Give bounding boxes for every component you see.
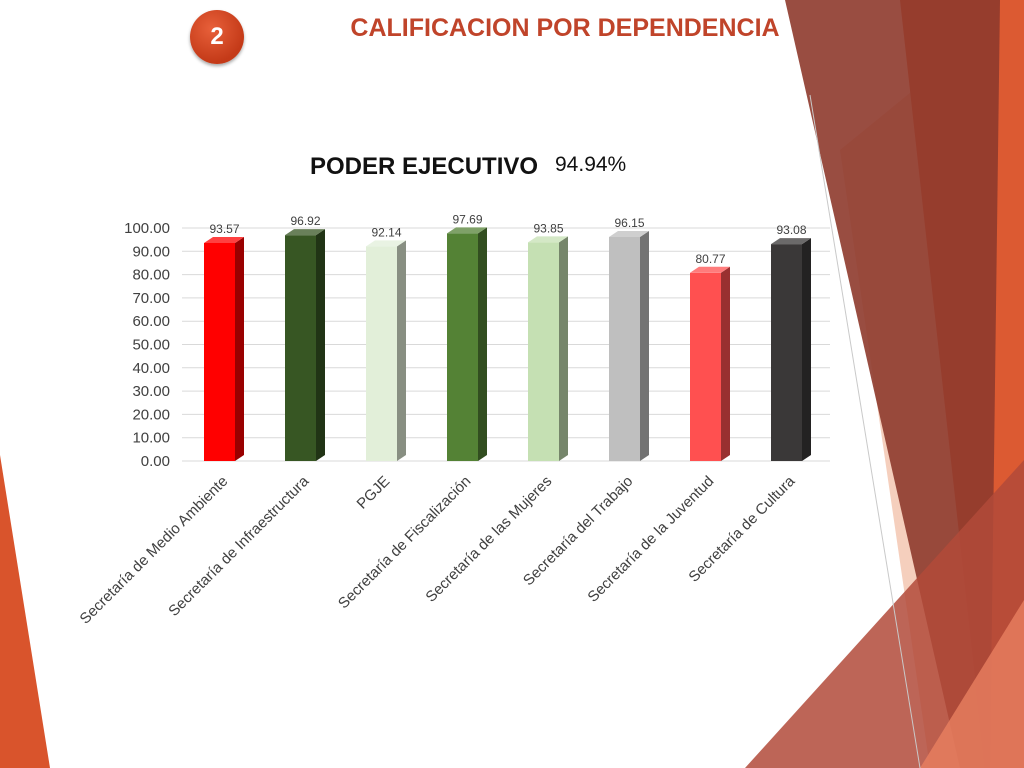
bar-front — [285, 235, 316, 461]
x-tick-label: Secretaría de Fiscalización — [335, 473, 474, 612]
bar-side — [559, 236, 568, 461]
y-tick-label: 20.00 — [132, 406, 170, 423]
bar-front — [690, 272, 721, 461]
bar-top — [690, 266, 730, 273]
y-tick-label: 30.00 — [132, 383, 170, 400]
bar-top — [366, 240, 406, 247]
bar-front — [204, 242, 235, 461]
y-tick-label: 0.00 — [141, 453, 170, 470]
y-tick-label: 10.00 — [132, 430, 170, 447]
bar-side — [235, 236, 244, 461]
bar-side — [640, 230, 649, 461]
bar-front — [447, 233, 478, 461]
y-axis: 100.00 90.00 80.00 70.00 60.00 50.00 40.00 30.0… — [124, 220, 170, 470]
bar-side — [721, 266, 730, 461]
data-label: 97.69 — [452, 212, 482, 226]
bar — [204, 236, 244, 461]
y-tick-label: 90.00 — [132, 243, 170, 260]
bar-top — [447, 227, 487, 234]
x-tick-label: Secretaría de Medio Ambiente — [77, 473, 232, 628]
data-label: 96.92 — [290, 214, 320, 228]
y-tick-label: 70.00 — [132, 290, 170, 307]
bar — [528, 236, 568, 461]
y-tick-label: 60.00 — [132, 313, 170, 330]
y-tick-label: 50.00 — [132, 337, 170, 354]
data-label: 93.85 — [533, 221, 563, 235]
bar-front — [771, 244, 802, 461]
bar-side — [802, 238, 811, 461]
chart-bars: 93.57 96.92 92.14 97.69 93.85 96.15 80.77 93.08 — [204, 212, 811, 461]
bar — [366, 240, 406, 461]
bar-side — [478, 227, 487, 461]
chart-title: PODER EJECUTIVO — [310, 153, 539, 180]
bar-top — [204, 236, 244, 243]
data-label: 96.15 — [614, 216, 644, 230]
bar-top — [285, 229, 325, 236]
decor-bottom-light — [920, 600, 1024, 768]
bar — [447, 227, 487, 461]
x-tick-label: Secretaría de Infraestructura — [165, 472, 312, 619]
slide-title: CALIFICACION POR DEPENDENCIA — [350, 14, 780, 42]
bar-top — [609, 230, 649, 237]
decor-thin-line — [809, 94, 921, 768]
bar-side — [397, 240, 406, 461]
bar-front — [366, 246, 397, 461]
y-tick-label: 80.00 — [132, 267, 170, 284]
x-tick-label: PGJE — [354, 473, 394, 513]
chart-total-percentage: 94.94% — [555, 153, 627, 176]
chart-gridlines — [182, 227, 830, 462]
data-label: 92.14 — [371, 225, 401, 239]
bar-top — [771, 238, 811, 245]
bar-top — [528, 236, 568, 243]
decor-left-strip — [0, 455, 50, 768]
slide-number-badge: 2 — [190, 10, 244, 64]
bar — [690, 266, 730, 461]
y-tick-label: 40.00 — [132, 360, 170, 377]
bar-front — [609, 236, 640, 461]
bar-side — [316, 229, 325, 461]
bar — [285, 229, 325, 461]
data-label: 93.08 — [776, 223, 806, 237]
data-label: 80.77 — [695, 252, 725, 266]
bar — [609, 230, 649, 461]
data-label: 93.57 — [209, 222, 239, 236]
y-tick-label: 100.00 — [124, 220, 170, 237]
decor-bottom-wedge — [745, 460, 1024, 768]
bar-front — [528, 242, 559, 461]
bar — [771, 238, 811, 461]
